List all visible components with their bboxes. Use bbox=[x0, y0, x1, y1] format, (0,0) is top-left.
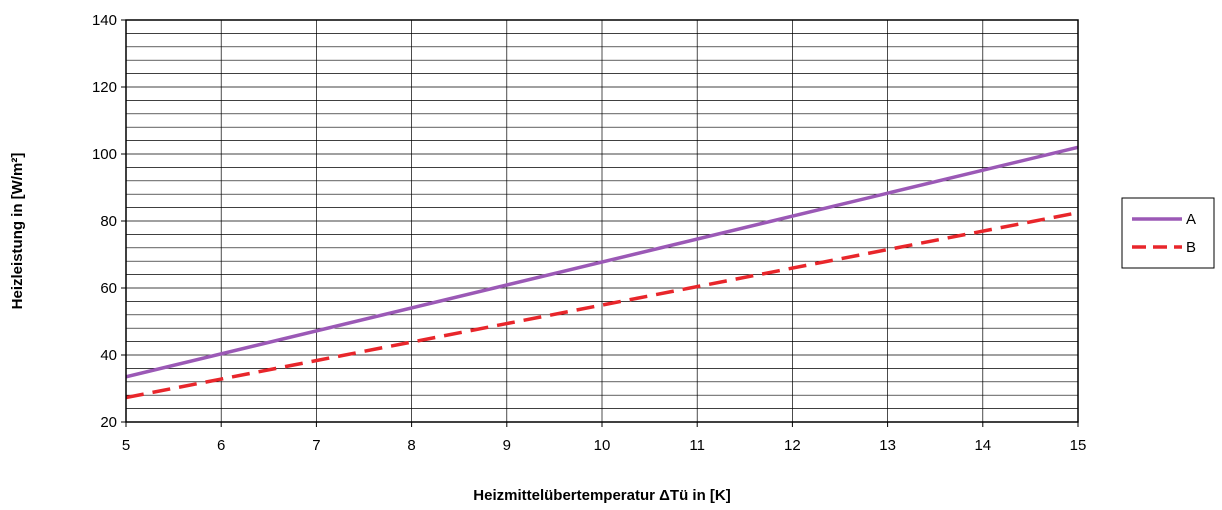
series-lines bbox=[125, 145, 1079, 400]
x-tick-label: 15 bbox=[1070, 437, 1087, 454]
legend: AB bbox=[1121, 197, 1215, 269]
series-line-a bbox=[125, 145, 1079, 379]
y-axis-ticks: 20 40 60 80 100 120 140 bbox=[92, 12, 126, 431]
x-tick-label: 6 bbox=[217, 437, 225, 454]
y-tick-label: 120 bbox=[92, 79, 117, 96]
y-tick-label: 100 bbox=[92, 146, 117, 163]
y-tick-label: 140 bbox=[92, 12, 117, 29]
y-tick-label: 60 bbox=[100, 280, 117, 297]
x-tick-label: 7 bbox=[312, 437, 320, 454]
x-tick-label: 11 bbox=[689, 437, 705, 454]
y-axis-title: Heizleistung in [W/m²] bbox=[9, 153, 26, 310]
legend-box bbox=[1121, 197, 1215, 269]
x-axis-ticks: 5 6 7 8 9 10 11 12 13 14 15 bbox=[122, 422, 1087, 454]
y-tick-label: 20 bbox=[100, 414, 117, 431]
y-tick-label: 80 bbox=[100, 213, 117, 230]
x-tick-label: 13 bbox=[879, 437, 896, 454]
x-tick-label: 10 bbox=[594, 437, 611, 454]
legend-label-a: A bbox=[1186, 211, 1196, 228]
legend-label-b: B bbox=[1186, 239, 1196, 256]
x-tick-label: 14 bbox=[974, 437, 991, 454]
x-tick-label: 8 bbox=[407, 437, 415, 454]
x-tick-label: 12 bbox=[784, 437, 801, 454]
y-tick-label: 40 bbox=[100, 347, 117, 364]
x-tick-label: 5 bbox=[122, 437, 130, 454]
grid bbox=[126, 20, 1078, 422]
x-axis-title: Heizmittelübertemperatur ΔTü in [K] bbox=[473, 487, 730, 504]
x-tick-label: 9 bbox=[503, 437, 511, 454]
